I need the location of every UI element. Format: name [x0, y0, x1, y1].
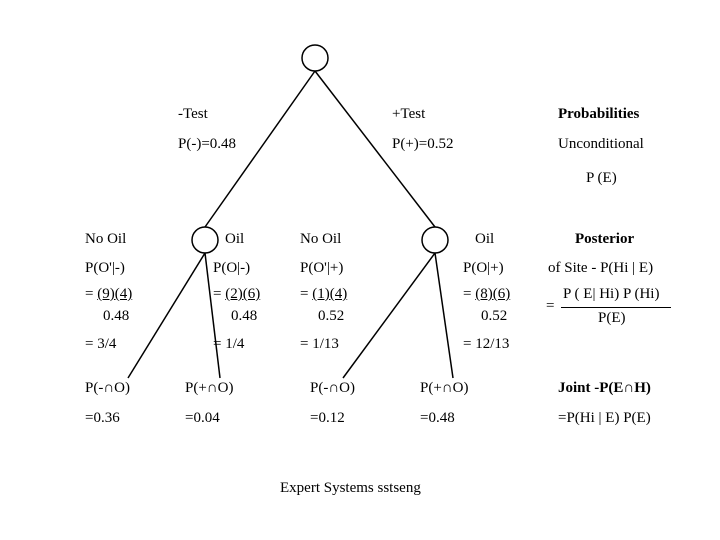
posterior-line2: of Site - P(Hi | E) — [548, 260, 653, 277]
leaf3-den: 0.52 — [318, 308, 344, 325]
joint2-val: =0.04 — [185, 410, 220, 427]
leaf4-frac: = (8)(6) — [463, 286, 510, 303]
posterior-title: Posterior — [575, 231, 634, 248]
leaf1-num: (9)(4) — [97, 286, 132, 302]
joint1-lab: P(-∩O) — [85, 380, 130, 397]
joint3-lab: P(-∩O) — [310, 380, 355, 397]
joint-side1: Joint -P(E∩H) — [558, 380, 651, 397]
leaf1-frac: = (9)(4) — [85, 286, 132, 303]
label-pe: P (E) — [586, 170, 617, 187]
leaf2-res: = 1/4 — [213, 336, 244, 353]
leaf2-den: 0.48 — [231, 308, 257, 325]
eq-sign: = — [213, 286, 221, 302]
leaf1-head: No Oil — [85, 231, 126, 248]
leaf3-frac: = (1)(4) — [300, 286, 347, 303]
leaf2-num: (2)(6) — [225, 286, 260, 302]
posterior-line3a: P ( E| Hi) P (Hi) — [563, 286, 659, 303]
leaf4-head: Oil — [475, 231, 494, 248]
leaf4-den: 0.52 — [481, 308, 507, 325]
leaf1-den: 0.48 — [103, 308, 129, 325]
joint1-val: =0.36 — [85, 410, 120, 427]
joint4-lab: P(+∩O) — [420, 380, 468, 397]
leaf3-res: = 1/13 — [300, 336, 339, 353]
leaf2-frac: = (2)(6) — [213, 286, 260, 303]
leaf1-res: = 3/4 — [85, 336, 116, 353]
posterior-line3b: P(E) — [598, 310, 626, 327]
eq-sign: = — [463, 286, 471, 302]
eq-sign: = — [85, 286, 93, 302]
label-left-prob: P(-)=0.48 — [178, 136, 236, 153]
eq-sign: = — [300, 286, 308, 302]
joint-side2: =P(Hi | E) P(E) — [558, 410, 651, 427]
label-right-branch: +Test — [392, 106, 425, 123]
leaf3-p: P(O'|+) — [300, 260, 343, 277]
leaf4-num: (8)(6) — [475, 286, 510, 302]
posterior-eq: = — [546, 298, 554, 315]
posterior-fracline — [561, 307, 671, 308]
label-right-prob: P(+)=0.52 — [392, 136, 454, 153]
joint3-val: =0.12 — [310, 410, 345, 427]
leaf2-head: Oil — [225, 231, 244, 248]
label-probabilities: Probabilities — [558, 106, 639, 123]
leaf3-num: (1)(4) — [312, 286, 347, 302]
leaf1-p: P(O'|-) — [85, 260, 125, 277]
joint4-val: =0.48 — [420, 410, 455, 427]
footer: Expert Systems sstseng — [280, 480, 421, 497]
label-unconditional: Unconditional — [558, 136, 644, 153]
leaf4-res: = 12/13 — [463, 336, 509, 353]
label-left-branch: -Test — [178, 106, 208, 123]
leaf2-p: P(O|-) — [213, 260, 250, 277]
joint2-lab: P(+∩O) — [185, 380, 233, 397]
leaf4-p: P(O|+) — [463, 260, 504, 277]
stage: -Test P(-)=0.48 +Test P(+)=0.52 Probabil… — [0, 0, 720, 540]
leaf3-head: No Oil — [300, 231, 341, 248]
